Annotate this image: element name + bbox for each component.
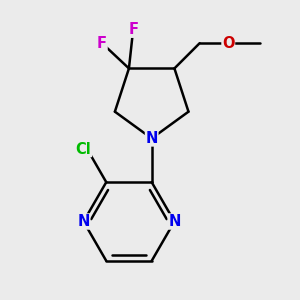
Text: O: O	[222, 36, 235, 51]
Text: N: N	[146, 131, 158, 146]
Text: N: N	[168, 214, 181, 229]
Text: F: F	[97, 36, 107, 51]
Text: F: F	[128, 22, 138, 37]
Text: N: N	[77, 214, 90, 229]
Text: Cl: Cl	[76, 142, 91, 157]
